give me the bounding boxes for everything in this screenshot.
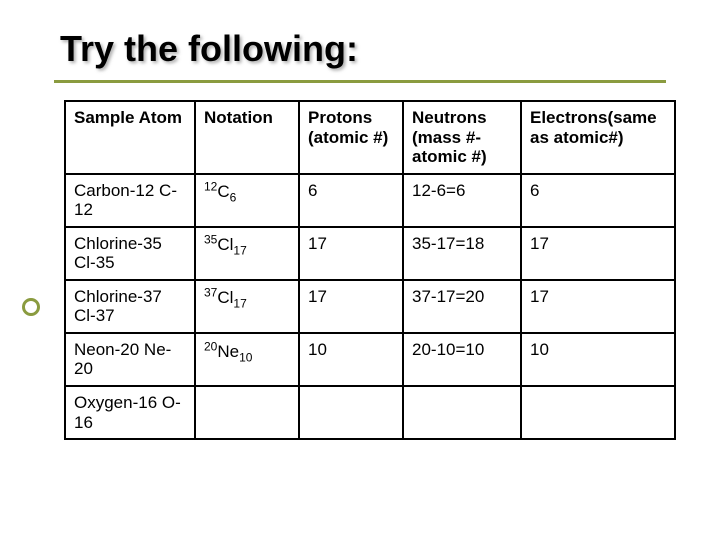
isotope-table: Sample Atom Notation Protons (atomic #) … <box>64 100 676 440</box>
cell-neutrons <box>403 386 521 439</box>
cell-neutrons: 37-17=20 <box>403 280 521 333</box>
table-row: Chlorine-37 Cl-37 37Cl17 17 37-17=20 17 <box>65 280 675 333</box>
cell-protons <box>299 386 403 439</box>
cell-sample: Carbon-12 C-12 <box>65 174 195 227</box>
cell-sample: Chlorine-35 Cl-35 <box>65 227 195 280</box>
col-notation: Notation <box>195 101 299 174</box>
cell-notation: 35Cl17 <box>195 227 299 280</box>
mass-number: 20 <box>204 339 217 353</box>
cell-electrons: 6 <box>521 174 675 227</box>
mass-number: 12 <box>204 180 217 194</box>
col-electrons: Electrons(same as atomic#) <box>521 101 675 174</box>
atomic-number: 6 <box>230 191 237 205</box>
cell-neutrons: 35-17=18 <box>403 227 521 280</box>
element-symbol: Ne <box>217 342 239 361</box>
atomic-number: 17 <box>233 244 246 258</box>
cell-protons: 6 <box>299 174 403 227</box>
cell-neutrons: 20-10=10 <box>403 333 521 386</box>
cell-protons: 10 <box>299 333 403 386</box>
table-row: Chlorine-35 Cl-35 35Cl17 17 35-17=18 17 <box>65 227 675 280</box>
cell-notation: 37Cl17 <box>195 280 299 333</box>
cell-protons: 17 <box>299 227 403 280</box>
cell-notation: 20Ne10 <box>195 333 299 386</box>
title-wrap: Try the following: <box>0 0 720 70</box>
slide: Try the following: Sample Atom Notation … <box>0 0 720 540</box>
element-symbol: Cl <box>217 235 233 254</box>
bullet-icon <box>22 298 40 316</box>
mass-number: 35 <box>204 233 217 247</box>
col-protons: Protons (atomic #) <box>299 101 403 174</box>
cell-sample: Oxygen-16 O-16 <box>65 386 195 439</box>
atomic-number: 17 <box>233 297 246 311</box>
cell-notation: 12C6 <box>195 174 299 227</box>
table-header-row: Sample Atom Notation Protons (atomic #) … <box>65 101 675 174</box>
cell-sample: Chlorine-37 Cl-37 <box>65 280 195 333</box>
col-sample: Sample Atom <box>65 101 195 174</box>
cell-electrons <box>521 386 675 439</box>
page-title: Try the following: <box>60 28 720 70</box>
element-symbol: Cl <box>217 288 233 307</box>
cell-electrons: 10 <box>521 333 675 386</box>
cell-electrons: 17 <box>521 280 675 333</box>
table-body: Carbon-12 C-12 12C6 6 12-6=6 6 Chlorine-… <box>65 174 675 439</box>
col-neutrons: Neutrons (mass #- atomic #) <box>403 101 521 174</box>
cell-electrons: 17 <box>521 227 675 280</box>
atomic-number: 10 <box>239 350 252 364</box>
table-row: Oxygen-16 O-16 <box>65 386 675 439</box>
element-symbol: C <box>217 182 229 201</box>
cell-notation <box>195 386 299 439</box>
cell-sample: Neon-20 Ne-20 <box>65 333 195 386</box>
cell-protons: 17 <box>299 280 403 333</box>
title-rule <box>54 80 666 83</box>
table-row: Carbon-12 C-12 12C6 6 12-6=6 6 <box>65 174 675 227</box>
table-row: Neon-20 Ne-20 20Ne10 10 20-10=10 10 <box>65 333 675 386</box>
mass-number: 37 <box>204 286 217 300</box>
cell-neutrons: 12-6=6 <box>403 174 521 227</box>
